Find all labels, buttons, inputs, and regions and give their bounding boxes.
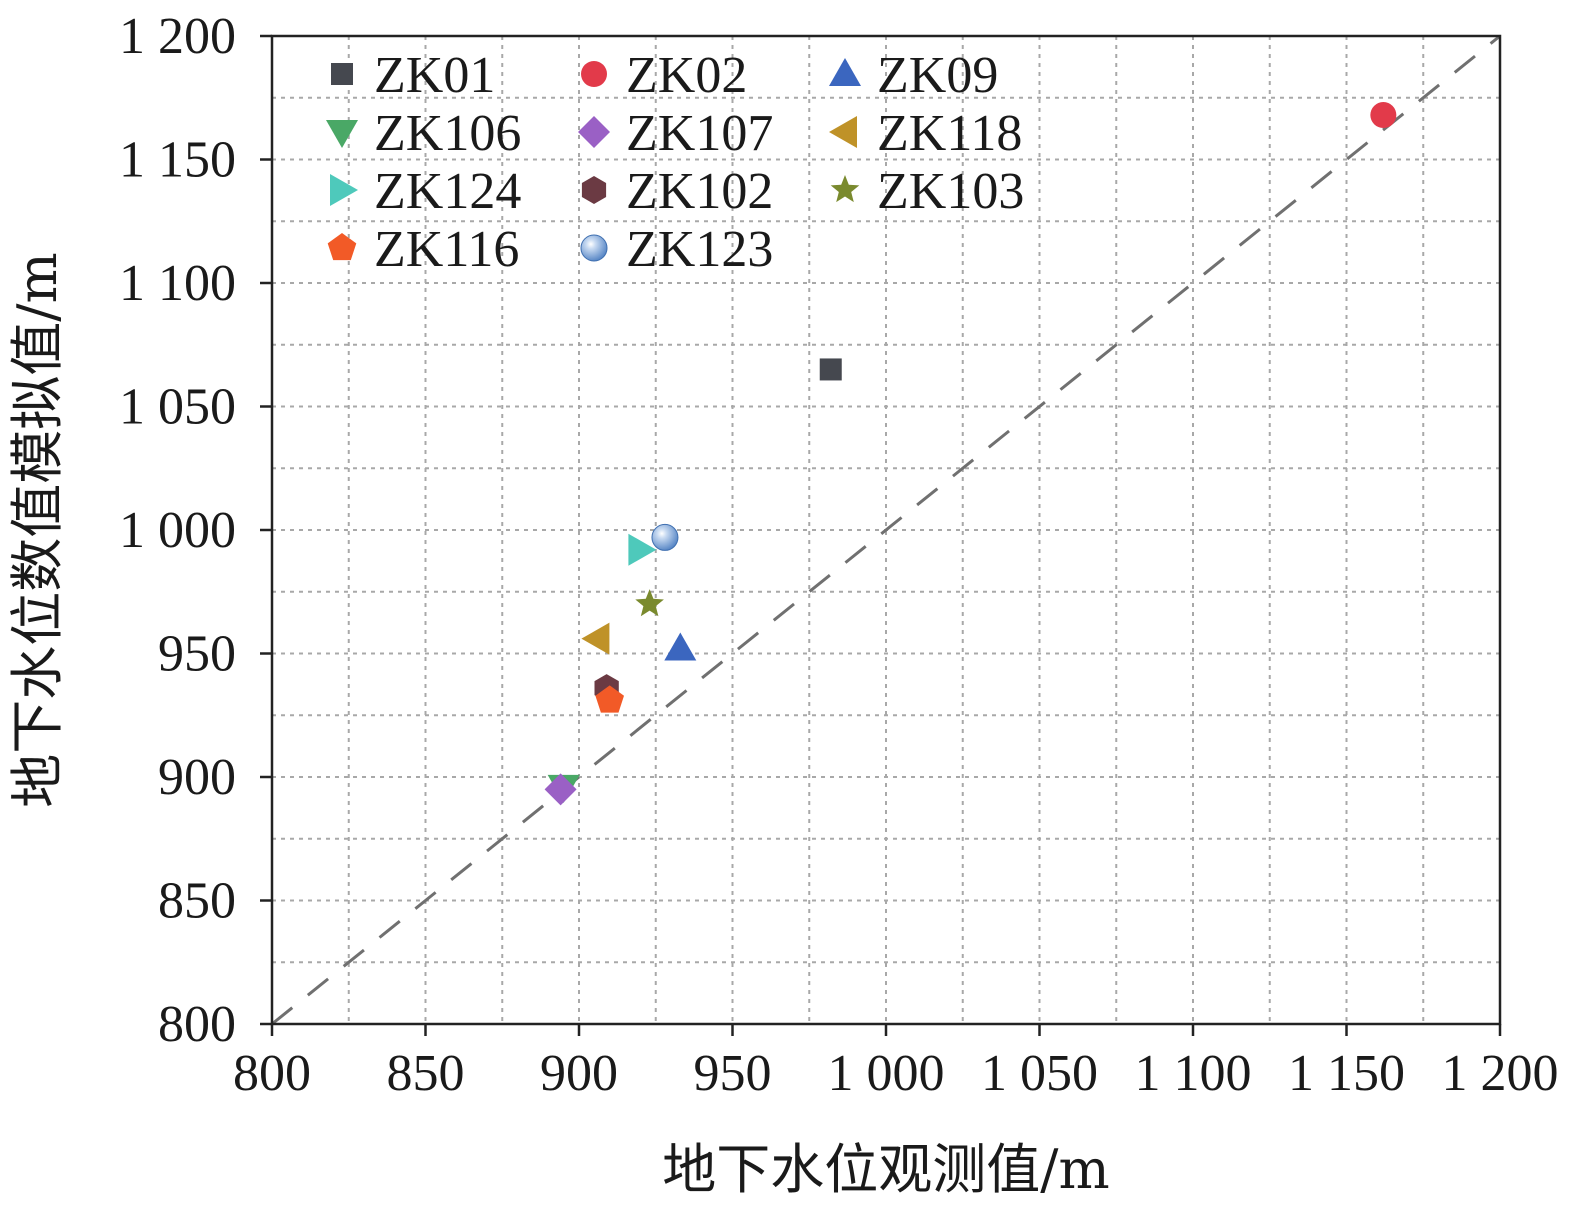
x-axis-title: 地下水位观测值/m: [662, 1138, 1109, 1201]
x-tick-label: 850: [387, 1045, 465, 1102]
legend-label-zk02: ZK02: [626, 47, 747, 104]
legend-marker-zk124: [330, 174, 358, 206]
legend-marker-zk01: [331, 63, 353, 85]
legend-marker-zk09: [829, 58, 861, 86]
x-tick-label: 1 150: [1288, 1045, 1405, 1102]
axis-ticks: [260, 34, 1502, 1036]
y-tick-label: 900: [158, 749, 236, 806]
data-point-zk118: [581, 622, 610, 655]
y-tick-label: 850: [158, 873, 236, 930]
legend-label-zk118: ZK118: [877, 105, 1022, 162]
y-tick-label: 800: [158, 996, 236, 1053]
y-tick-label: 1 100: [119, 255, 236, 312]
x-tick-label: 800: [233, 1045, 311, 1102]
y-tick-label: 1 050: [119, 379, 236, 436]
legend-label-zk103: ZK103: [877, 163, 1024, 220]
grid: [272, 36, 1500, 1024]
data-point-zk107: [544, 773, 577, 806]
legend-label-zk01: ZK01: [374, 47, 495, 104]
x-tick-label: 1 100: [1135, 1045, 1252, 1102]
x-axis-tick-labels: 800 850 900 950 1 000 1 050 1 100 1 150 1 200: [233, 1045, 1559, 1102]
x-tick-label: 1 000: [828, 1045, 945, 1102]
legend-label-zk116: ZK116: [374, 221, 519, 278]
y-tick-label: 1 150: [119, 132, 236, 189]
y-axis-title: 地下水位数值模拟值/m: [6, 252, 69, 807]
data-point-zk02: [1370, 102, 1397, 129]
x-tick-label: 950: [694, 1045, 772, 1102]
one-to-one-reference-line: [271, 34, 1501, 1026]
data-point-zk01: [819, 358, 842, 381]
x-tick-label: 1 050: [981, 1045, 1098, 1102]
data-points: [544, 102, 1397, 806]
data-point-zk124: [628, 533, 657, 566]
y-tick-label: 1 000: [119, 502, 236, 559]
legend-marker-zk103: [830, 175, 860, 203]
legend-marker-zk116: [327, 233, 357, 261]
x-tick-label: 900: [540, 1045, 618, 1102]
data-point-zk103: [635, 589, 664, 617]
legend-label-zk106: ZK106: [374, 105, 521, 162]
data-point-zk09: [664, 632, 697, 661]
legend-label-zk107: ZK107: [626, 105, 773, 162]
y-tick-label: 950: [158, 626, 236, 683]
legend-label-zk124: ZK124: [374, 163, 521, 220]
legend-label-zk123: ZK123: [626, 221, 773, 278]
legend-label-zk102: ZK102: [626, 163, 773, 220]
x-tick-label: 1 200: [1442, 1045, 1559, 1102]
data-point-zk123: [651, 523, 679, 551]
legend-marker-zk107: [578, 116, 610, 148]
legend-marker-zk02: [581, 61, 607, 87]
legend-marker-zk123: [580, 234, 608, 262]
legend-label-zk09: ZK09: [877, 47, 998, 104]
legend-marker-zk102: [581, 176, 607, 204]
data-point-zk116: [595, 685, 624, 713]
y-axis-tick-labels: 800 850 900 950 1 000 1 050 1 100 1 150 1 200: [119, 8, 236, 1053]
legend-marker-zk118: [829, 116, 857, 148]
legend-marker-zk106: [326, 120, 358, 148]
y-tick-label: 1 200: [119, 8, 236, 65]
